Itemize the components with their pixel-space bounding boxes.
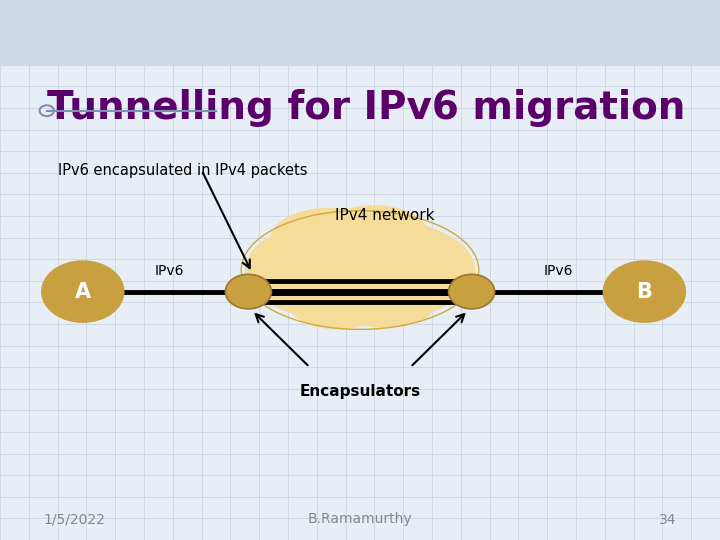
Ellipse shape <box>288 275 389 329</box>
Text: IPv6: IPv6 <box>544 264 572 278</box>
Ellipse shape <box>371 248 443 297</box>
Text: IPv4 network: IPv4 network <box>336 208 435 224</box>
Text: Tunnelling for IPv6 migration: Tunnelling for IPv6 migration <box>47 89 685 127</box>
Circle shape <box>449 274 495 309</box>
Text: IPv6 encapsulated in IPv4 packets: IPv6 encapsulated in IPv4 packets <box>58 163 307 178</box>
Ellipse shape <box>270 208 385 273</box>
Ellipse shape <box>245 216 475 324</box>
Ellipse shape <box>320 205 428 265</box>
Ellipse shape <box>335 279 436 328</box>
Text: B: B <box>636 281 652 302</box>
Circle shape <box>225 274 271 309</box>
Text: 34: 34 <box>660 512 677 526</box>
Text: Encapsulators: Encapsulators <box>300 384 420 399</box>
Circle shape <box>603 260 686 323</box>
Text: B.Ramamurthy: B.Ramamurthy <box>307 512 413 526</box>
FancyBboxPatch shape <box>0 0 720 65</box>
Text: 1/5/2022: 1/5/2022 <box>43 512 105 526</box>
Text: A: A <box>75 281 91 302</box>
Ellipse shape <box>277 251 349 300</box>
Text: IPv6: IPv6 <box>155 264 184 278</box>
Circle shape <box>41 260 125 323</box>
